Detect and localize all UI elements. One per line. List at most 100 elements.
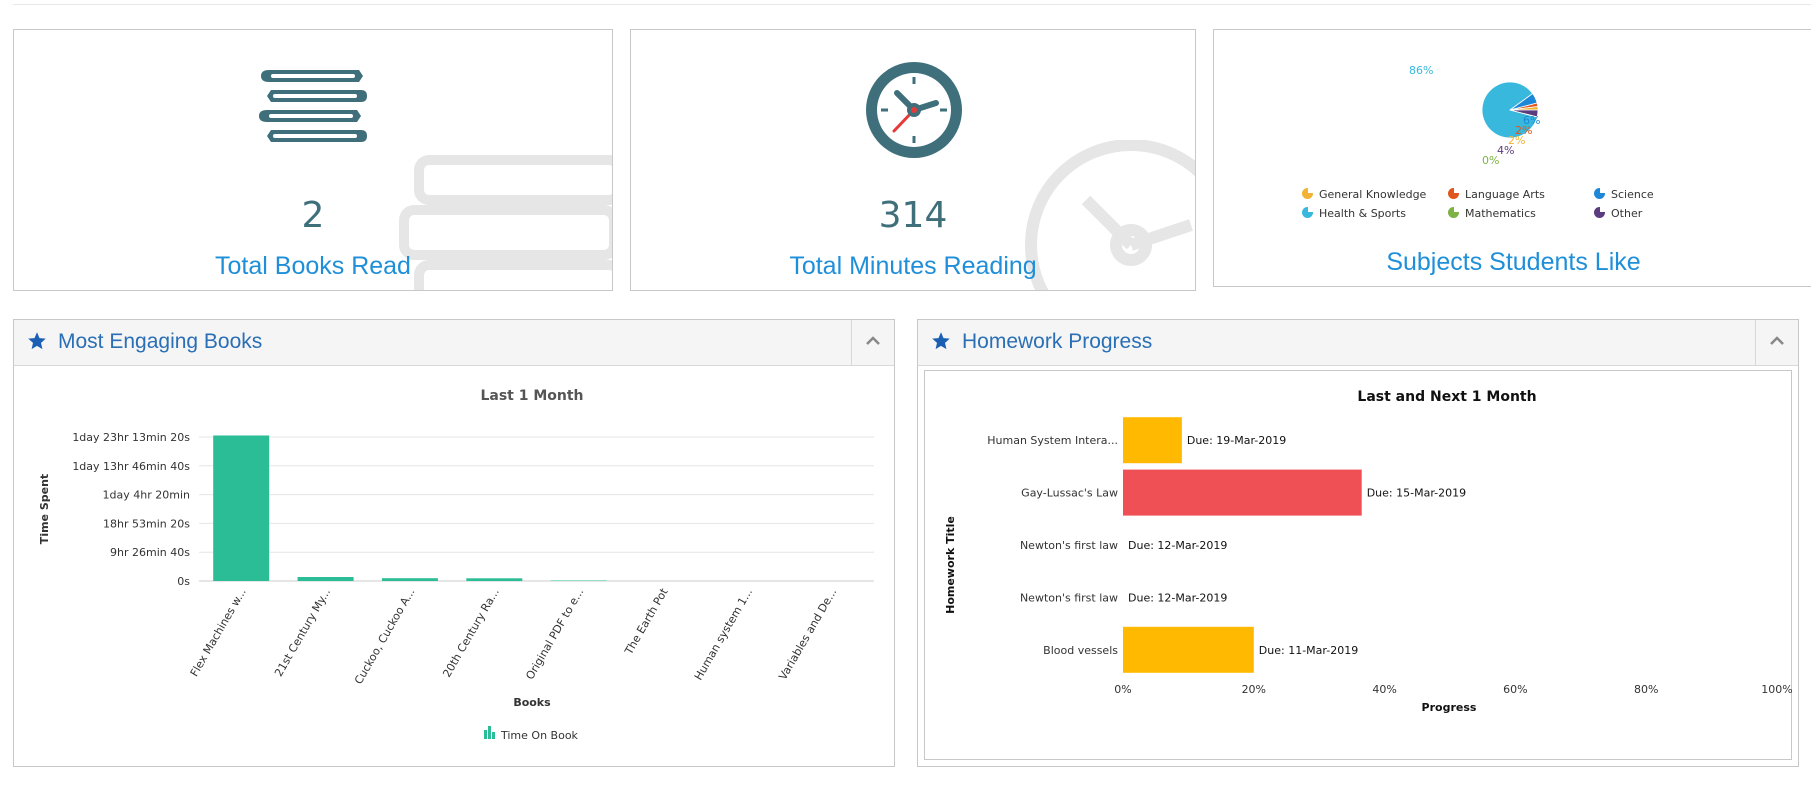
pie-slice[interactable] (1481, 81, 1538, 139)
y-axis-label: Homework Title (944, 516, 957, 614)
pie-slice-label: 0% (1482, 154, 1500, 167)
bar[interactable] (297, 577, 354, 581)
y-tick-label: 1day 13hr 46min 40s (72, 460, 190, 473)
pie-slice-label: 2% (1508, 134, 1526, 147)
legend-item[interactable]: Health & Sports (1302, 207, 1406, 220)
collapse-button[interactable] (851, 320, 894, 365)
pie-legend-icon (1594, 188, 1605, 199)
y-tick-label: Newton's first law (1020, 591, 1118, 604)
panel-header: Most Engaging Books (14, 320, 894, 366)
pie-slice-label: 6% (1523, 114, 1541, 127)
pie-slice-label: 4% (1497, 144, 1515, 157)
progress-bar[interactable] (1123, 469, 1362, 516)
panel-title: Homework Progress (962, 330, 1153, 353)
x-tick-label: Original PDF to e... (523, 586, 586, 682)
x-tick-label: 60% (1503, 683, 1527, 696)
legend-item[interactable]: Mathematics (1448, 207, 1536, 220)
legend-label: Time On Book (500, 729, 579, 742)
subjects-card: 86% 6% 2% 2% 4% 0% General Knowledge Language … (1213, 29, 1811, 287)
y-tick-label: 9hr 26min 40s (110, 546, 190, 559)
x-tick-label: 40% (1372, 683, 1396, 696)
x-tick-label: 21st Century My... (272, 586, 333, 679)
chevron-up-icon (1770, 336, 1784, 345)
due-date-label: Due: 12-Mar-2019 (1128, 591, 1227, 604)
pie-legend-icon (1302, 207, 1313, 218)
x-tick-label: 20th Century Ra... (440, 586, 502, 680)
legend-label: Other (1611, 207, 1643, 220)
y-tick-label: 0s (177, 575, 190, 588)
legend-item[interactable]: Language Arts (1448, 188, 1545, 201)
most-engaging-books-panel: Most Engaging Books Last 1 Month 0s 9hr 26… (13, 319, 895, 767)
x-tick-label: Variables and De... (776, 586, 839, 682)
bar[interactable] (381, 578, 438, 581)
books-watermark-icon (399, 155, 612, 290)
x-tick-label: 80% (1634, 683, 1658, 696)
collapse-button[interactable] (1755, 320, 1798, 365)
due-date-label: Due: 15-Mar-2019 (1367, 487, 1466, 500)
chevron-up-icon (866, 336, 880, 345)
legend-label: Health & Sports (1319, 207, 1406, 220)
legend-label: General Knowledge (1319, 188, 1427, 201)
y-axis-label: Time Spent (38, 474, 51, 544)
y-tick-label: 1day 4hr 20min (103, 489, 190, 502)
legend-label: Mathematics (1465, 207, 1536, 220)
pie-slice[interactable] (1509, 109, 1538, 118)
subjects-pie-chart (1481, 81, 1539, 139)
y-tick-label: 18hr 53min 20s (103, 517, 190, 530)
x-tick-label: 100% (1761, 683, 1792, 696)
x-tick-label: Human system 1... (692, 586, 755, 682)
total-books-value: 2 (301, 195, 325, 236)
x-tick-label: 20% (1242, 683, 1266, 696)
y-tick-label: Newton's first law (1020, 539, 1118, 552)
clock-watermark-icon (1025, 140, 1195, 290)
y-tick-label: Gay-Lussac's Law (1021, 487, 1118, 500)
homework-progress-panel: Homework Progress Last and Next 1 Month H… (917, 319, 1799, 767)
total-books-label: Total Books Read (215, 252, 411, 280)
bar-legend-icon (488, 726, 491, 739)
y-tick-label: Human System Intera... (987, 434, 1118, 447)
due-date-label: Due: 11-Mar-2019 (1259, 644, 1358, 657)
chart-title: Last 1 Month (480, 388, 583, 404)
progress-bar[interactable] (1123, 417, 1182, 464)
pie-legend-icon (1448, 207, 1459, 218)
panel-header: Homework Progress (918, 320, 1798, 366)
x-tick-label: Cuckoo, Cuckoo A... (352, 586, 418, 687)
y-tick-label: Blood vessels (1043, 644, 1118, 657)
pie-legend-icon (1448, 188, 1459, 199)
legend-label: Science (1611, 188, 1654, 201)
pie-slice-label: 86% (1409, 64, 1434, 77)
clock-icon (866, 62, 962, 158)
chart-legend[interactable]: Time On Book (484, 726, 579, 742)
total-minutes-card: 314 Total Minutes Reading (630, 29, 1196, 291)
legend-item[interactable]: Science (1594, 188, 1654, 201)
star-icon (28, 332, 46, 350)
chart-title: Last and Next 1 Month (1357, 389, 1536, 405)
pie-legend-icon (1302, 188, 1313, 199)
subjects-label: Subjects Students Like (1386, 248, 1641, 276)
books-bar-chart: Last 1 Month 0s 9hr 26min 40s 18hr 53min 20… (38, 388, 874, 742)
y-tick-label: 1day 23hr 13min 20s (72, 431, 190, 444)
legend-label: Language Arts (1465, 188, 1545, 201)
x-tick-label: 0% (1114, 683, 1131, 696)
panel-title: Most Engaging Books (58, 330, 263, 353)
top-divider (13, 4, 1811, 5)
legend-item[interactable]: Other (1594, 207, 1642, 220)
x-axis-label: Progress (1422, 701, 1477, 714)
total-minutes-value: 314 (878, 195, 948, 236)
bar[interactable] (213, 435, 270, 581)
due-date-label: Due: 19-Mar-2019 (1187, 434, 1286, 447)
legend-item[interactable]: General Knowledge (1302, 188, 1426, 201)
bar[interactable] (466, 578, 523, 581)
books-icon (259, 70, 367, 142)
bar[interactable] (550, 580, 607, 581)
bar-legend-icon (492, 732, 495, 739)
x-axis-label: Books (513, 696, 551, 709)
pie-slice-label: 2% (1515, 124, 1533, 137)
x-tick-label: The Earth Pot (622, 585, 671, 657)
total-books-card: 2 Total Books Read (13, 29, 613, 291)
progress-bar[interactable] (1123, 626, 1254, 673)
due-date-label: Due: 12-Mar-2019 (1128, 539, 1227, 552)
homework-bar-chart: Last and Next 1 Month Human System Intera… (944, 389, 1793, 714)
x-tick-label: Flex Machines w... (188, 586, 249, 679)
bar-legend-icon (484, 730, 487, 739)
